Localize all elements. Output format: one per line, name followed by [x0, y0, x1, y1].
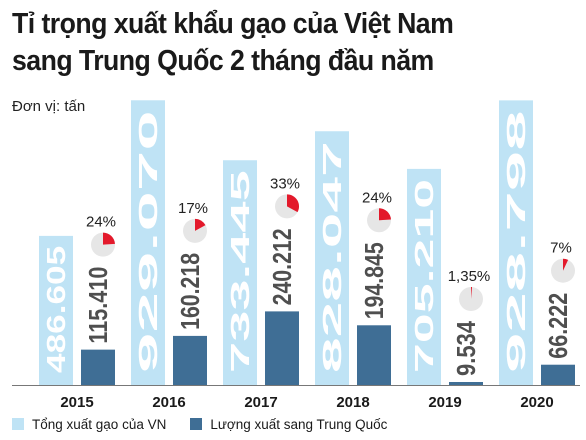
value-label-total-2019: 705.210 — [409, 179, 439, 373]
share-label-2020: 7% — [550, 240, 572, 257]
share-pie-slice-2017 — [287, 194, 300, 213]
legend: Tổng xuất gạo của VN Lượng xuất sang Tru… — [12, 416, 411, 432]
bar-china-2016 — [173, 335, 207, 385]
bar-china-2018 — [357, 325, 391, 385]
year-label-2018: 2018 — [336, 394, 369, 411]
year-label-2016: 2016 — [152, 394, 185, 411]
bar-total-2020 — [499, 100, 533, 386]
value-label-china-2016: 160.218 — [175, 253, 205, 330]
share-pie-slice-2015 — [103, 232, 115, 245]
share-pie-slice-2019 — [471, 286, 473, 299]
value-label-china-2018: 194.845 — [359, 242, 389, 319]
value-label-china-2019: 9.534 — [451, 321, 481, 376]
share-label-2015: 24% — [86, 214, 116, 231]
legend-label-china: Lượng xuất sang Trung Quốc — [210, 416, 388, 432]
value-label-total-2015: 486.605 — [41, 246, 71, 373]
share-pie-slice-2016 — [195, 218, 206, 231]
bar-china-2020 — [541, 364, 575, 385]
bar-china-2019 — [449, 382, 483, 385]
value-label-china-2015: 115.410 — [83, 267, 113, 344]
legend-label-total: Tổng xuất gạo của VN — [32, 416, 167, 432]
year-label-2019: 2019 — [428, 394, 461, 411]
share-pie-slice-2020 — [563, 258, 569, 271]
legend-swatch-total — [12, 418, 24, 430]
bar-china-2017 — [265, 311, 299, 385]
year-label-2015: 2015 — [60, 394, 93, 411]
share-label-2016: 17% — [178, 200, 208, 217]
bar-total-2015 — [39, 235, 73, 385]
chart-title: Tỉ trọng xuất khẩu gạo của Việt Nam sang… — [12, 6, 454, 80]
share-label-2017: 33% — [270, 175, 300, 192]
unit-label: Đơn vị: tấn — [12, 98, 86, 115]
bar-total-2019 — [407, 168, 441, 385]
value-label-total-2018: 828.047 — [317, 141, 347, 373]
value-label-china-2017: 240.212 — [267, 228, 297, 305]
share-pie-slice-2018 — [379, 208, 391, 221]
share-label-2019: 1,35% — [448, 268, 491, 285]
share-label-2018: 24% — [362, 189, 392, 206]
value-label-china-2020: 66.222 — [543, 293, 573, 359]
year-label-2020: 2020 — [520, 394, 553, 411]
value-label-total-2020: 928.798 — [501, 110, 531, 373]
title-line-1: Tỉ trọng xuất khẩu gạo của Việt Nam — [12, 8, 454, 40]
bar-china-2015 — [81, 349, 115, 385]
title-line-2: sang Trung Quốc 2 tháng đầu năm — [12, 45, 434, 77]
year-label-2017: 2017 — [244, 394, 277, 411]
bar-total-2017 — [223, 160, 257, 385]
bar-total-2018 — [315, 131, 349, 385]
bar-total-2016 — [131, 100, 165, 385]
legend-swatch-china — [190, 418, 203, 430]
value-label-total-2016: 929.070 — [133, 110, 163, 373]
value-label-total-2017: 733.445 — [225, 170, 255, 373]
